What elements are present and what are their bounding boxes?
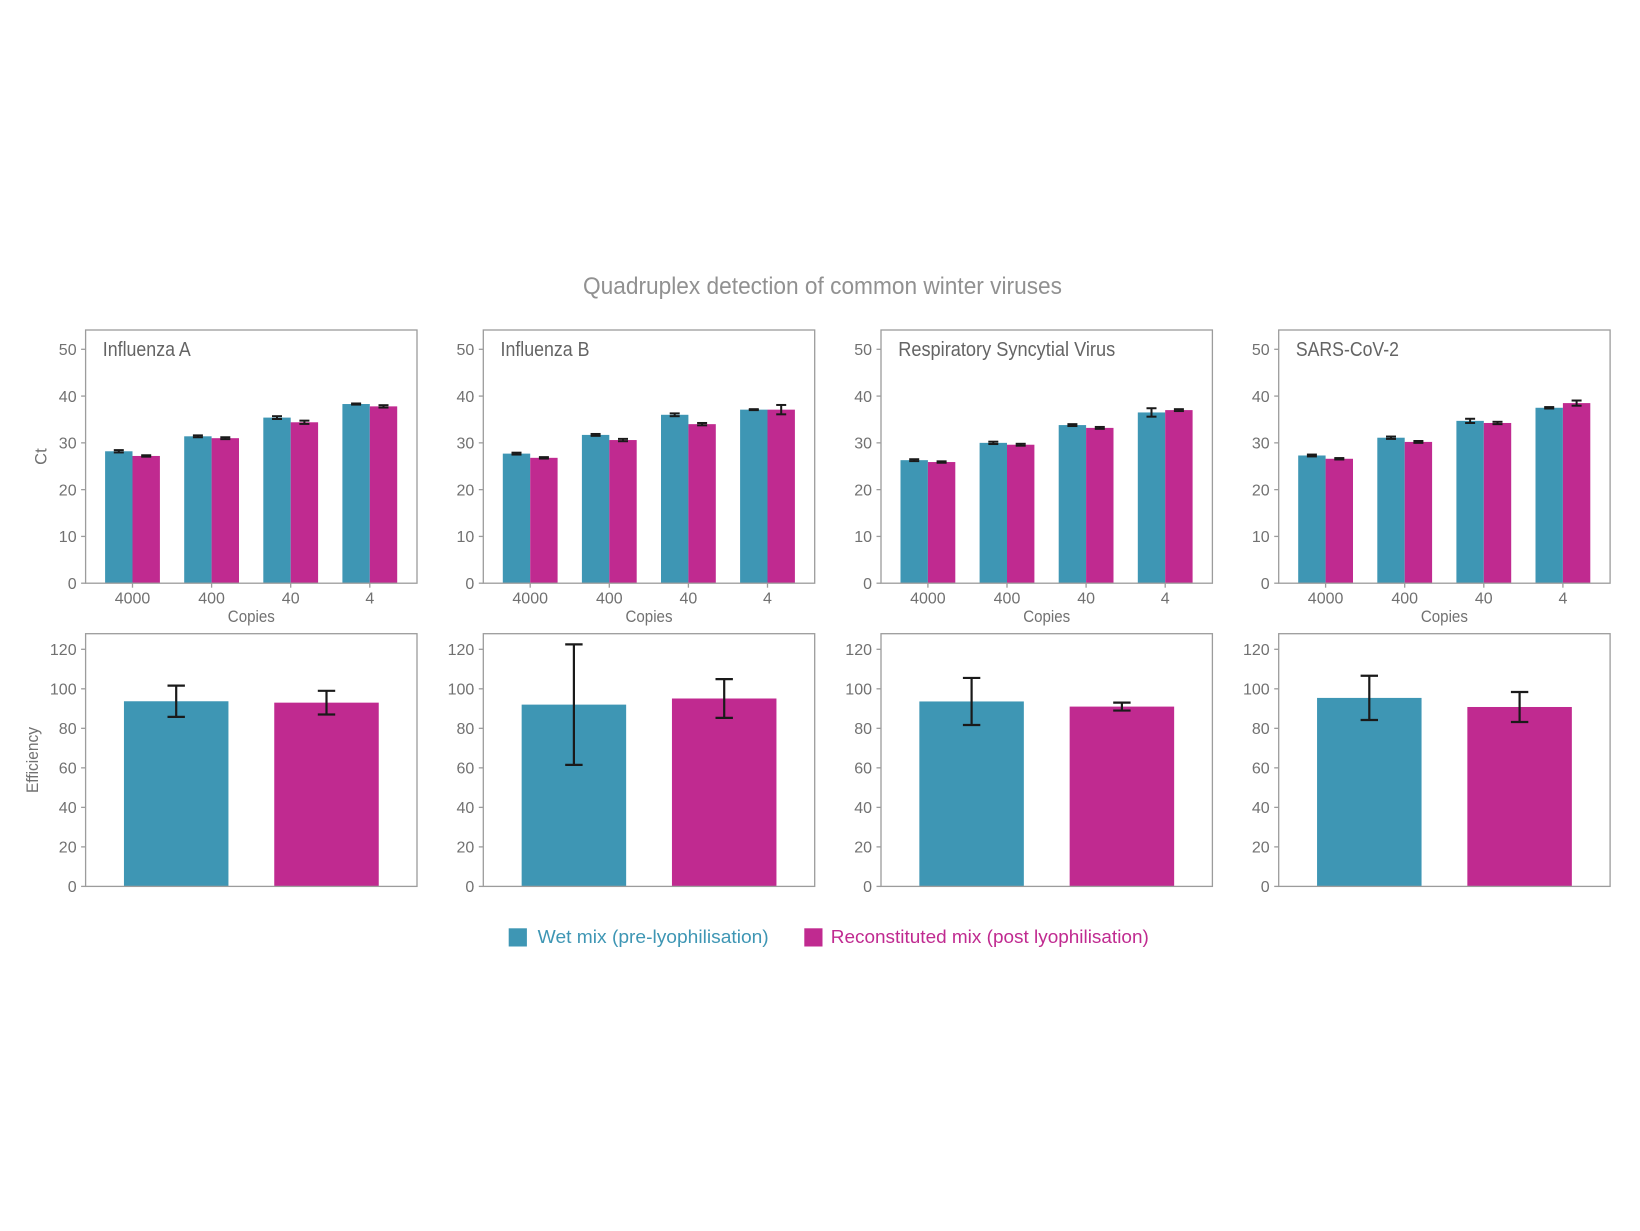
svg-text:20: 20: [854, 840, 872, 857]
svg-text:40: 40: [457, 800, 475, 817]
svg-text:10: 10: [457, 529, 475, 546]
svg-text:100: 100: [845, 682, 872, 699]
svg-text:50: 50: [854, 342, 872, 359]
svg-text:10: 10: [59, 529, 77, 546]
svg-text:120: 120: [845, 642, 872, 659]
svg-text:SARS-CoV-2: SARS-CoV-2: [1296, 339, 1399, 361]
svg-text:400: 400: [596, 591, 623, 608]
svg-text:50: 50: [1252, 342, 1270, 359]
svg-text:20: 20: [59, 840, 77, 857]
svg-text:4000: 4000: [115, 591, 151, 608]
svg-text:20: 20: [854, 482, 872, 499]
svg-text:80: 80: [457, 721, 475, 738]
svg-text:Wet mix (pre-lyophilisation): Wet mix (pre-lyophilisation): [538, 926, 769, 947]
svg-text:60: 60: [457, 761, 475, 778]
svg-text:40: 40: [282, 591, 300, 608]
svg-text:Ct: Ct: [33, 448, 51, 465]
svg-text:40: 40: [1475, 591, 1493, 608]
svg-text:4: 4: [763, 591, 772, 608]
svg-text:4000: 4000: [1308, 591, 1344, 608]
svg-text:0: 0: [1261, 879, 1270, 896]
svg-text:400: 400: [1391, 591, 1418, 608]
svg-text:80: 80: [1252, 721, 1270, 738]
svg-text:4000: 4000: [512, 591, 548, 608]
svg-text:120: 120: [50, 642, 77, 659]
svg-text:0: 0: [863, 576, 872, 593]
svg-text:100: 100: [50, 682, 77, 699]
svg-text:30: 30: [854, 436, 872, 453]
svg-text:0: 0: [1261, 576, 1270, 593]
svg-text:4: 4: [1558, 591, 1567, 608]
svg-text:10: 10: [1252, 529, 1270, 546]
svg-text:0: 0: [68, 879, 77, 896]
svg-text:120: 120: [448, 642, 475, 659]
svg-text:50: 50: [59, 342, 77, 359]
svg-text:Respiratory Syncytial Virus: Respiratory Syncytial Virus: [898, 339, 1115, 361]
svg-text:40: 40: [1252, 389, 1270, 406]
svg-text:20: 20: [59, 482, 77, 499]
svg-text:60: 60: [1252, 761, 1270, 778]
svg-text:4: 4: [365, 591, 374, 608]
svg-text:0: 0: [68, 576, 77, 593]
svg-text:50: 50: [457, 342, 475, 359]
svg-text:40: 40: [1252, 800, 1270, 817]
svg-text:0: 0: [863, 879, 872, 896]
svg-text:100: 100: [1243, 682, 1270, 699]
svg-text:40: 40: [854, 389, 872, 406]
svg-text:Copies: Copies: [626, 608, 673, 626]
svg-text:Copies: Copies: [1023, 608, 1070, 626]
svg-text:60: 60: [854, 761, 872, 778]
svg-text:Quadruplex detection of common: Quadruplex detection of common winter vi…: [583, 273, 1062, 300]
svg-text:100: 100: [448, 682, 475, 699]
svg-text:40: 40: [854, 800, 872, 817]
svg-text:Copies: Copies: [228, 608, 275, 626]
svg-text:4: 4: [1161, 591, 1170, 608]
svg-text:80: 80: [854, 721, 872, 738]
svg-text:Reconstituted mix (post lyophi: Reconstituted mix (post lyophilisation): [831, 926, 1149, 947]
svg-text:30: 30: [457, 436, 475, 453]
svg-text:Efficiency: Efficiency: [24, 726, 42, 793]
svg-text:0: 0: [465, 879, 474, 896]
svg-text:Copies: Copies: [1421, 608, 1468, 626]
svg-text:120: 120: [1243, 642, 1270, 659]
svg-text:30: 30: [59, 436, 77, 453]
svg-text:40: 40: [59, 389, 77, 406]
svg-text:4000: 4000: [910, 591, 946, 608]
svg-text:40: 40: [59, 800, 77, 817]
svg-text:400: 400: [198, 591, 225, 608]
svg-text:0: 0: [465, 576, 474, 593]
svg-text:Influenza B: Influenza B: [501, 339, 590, 361]
svg-text:20: 20: [457, 482, 475, 499]
svg-text:20: 20: [1252, 482, 1270, 499]
svg-text:400: 400: [994, 591, 1021, 608]
svg-text:40: 40: [680, 591, 698, 608]
svg-text:10: 10: [854, 529, 872, 546]
svg-text:40: 40: [457, 389, 475, 406]
svg-text:60: 60: [59, 761, 77, 778]
svg-text:40: 40: [1077, 591, 1095, 608]
svg-text:30: 30: [1252, 436, 1270, 453]
svg-text:20: 20: [1252, 840, 1270, 857]
svg-text:80: 80: [59, 721, 77, 738]
svg-text:20: 20: [457, 840, 475, 857]
svg-text:Influenza A: Influenza A: [103, 339, 192, 361]
